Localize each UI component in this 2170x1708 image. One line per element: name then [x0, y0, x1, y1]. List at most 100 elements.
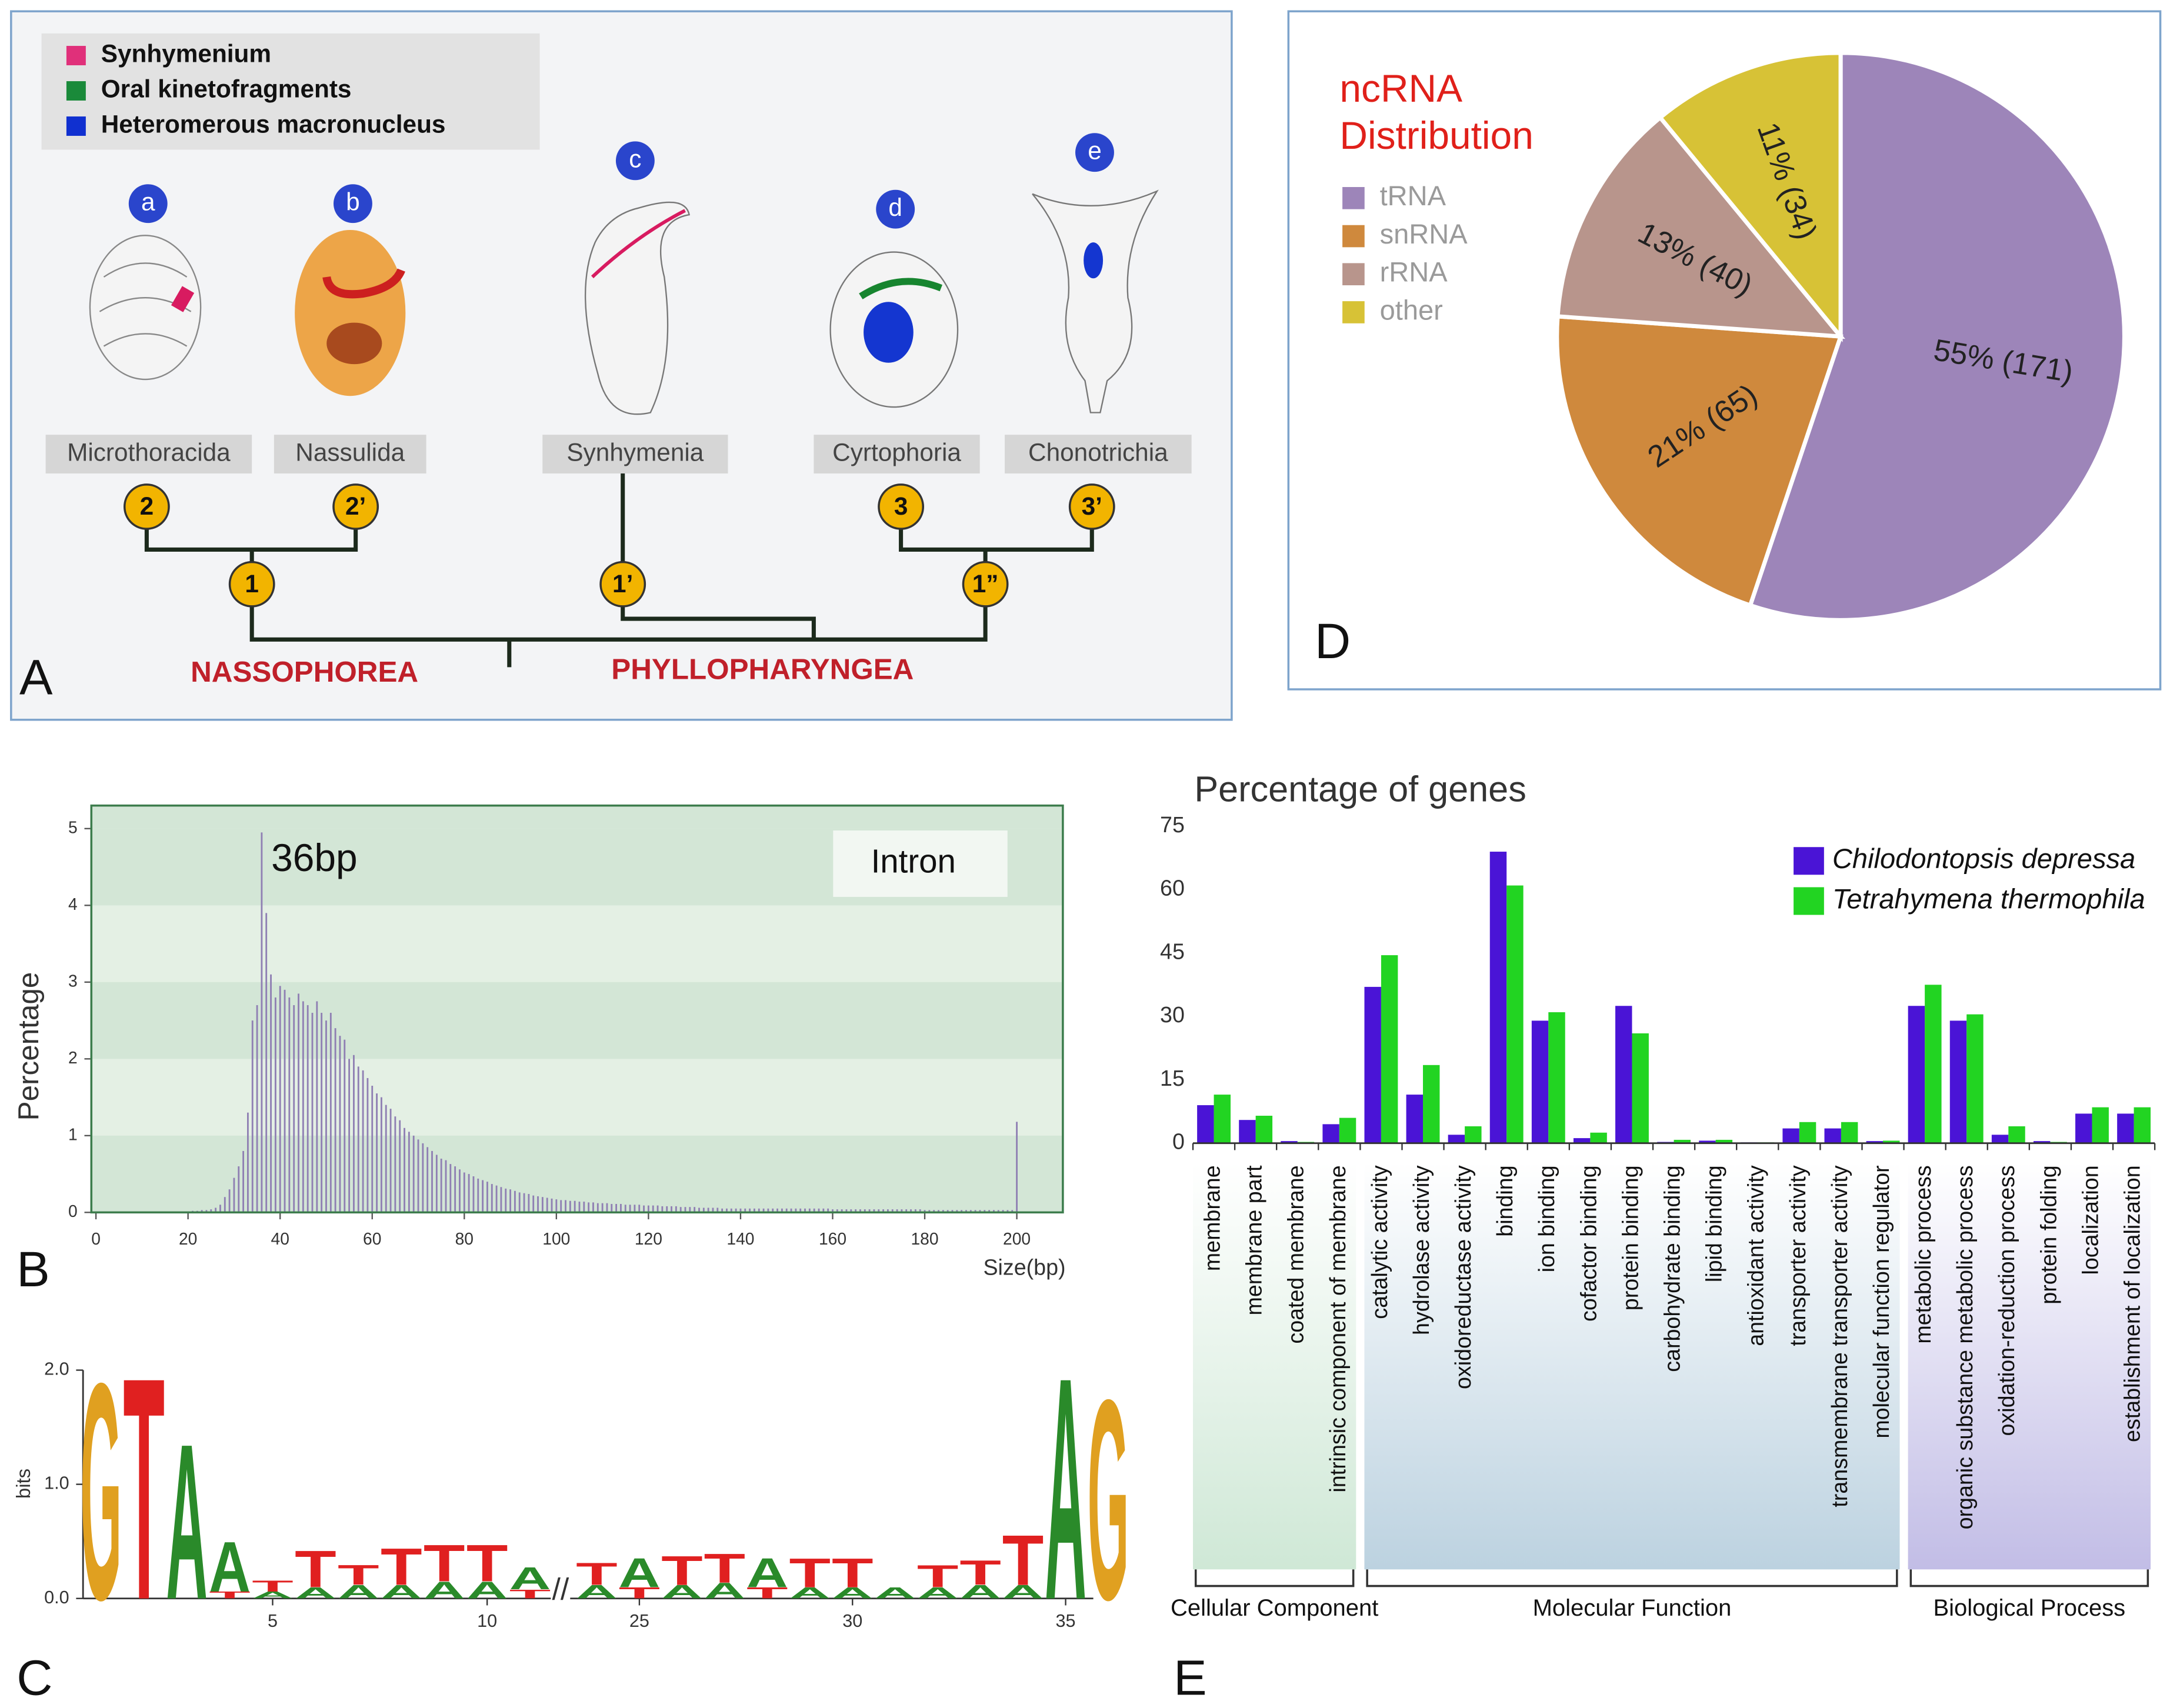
y-axis-label: Percentage — [12, 972, 45, 1121]
bar — [841, 1209, 843, 1213]
bar — [353, 1055, 355, 1213]
bar — [482, 1180, 484, 1213]
y-tick-label: 30 — [1160, 1002, 1185, 1027]
bar — [749, 1208, 751, 1213]
bar — [298, 993, 299, 1213]
logo-letter: T — [381, 1537, 422, 1596]
logo-letter: T — [424, 1534, 465, 1593]
pie-slice — [1747, 51, 2126, 622]
bar — [813, 1208, 815, 1213]
bar — [679, 1207, 682, 1213]
bar — [1339, 1117, 1356, 1143]
bar — [1908, 1006, 1925, 1143]
taxon-name: Microthoracida — [67, 438, 231, 466]
bar — [459, 1169, 461, 1213]
bar — [891, 1209, 894, 1213]
legend-swatch — [66, 46, 86, 65]
node-label: 2’ — [345, 492, 366, 520]
logo-letter: T — [576, 1556, 618, 1592]
logo-letter: A — [166, 1397, 208, 1646]
legend-label: rRNA — [1380, 256, 1448, 288]
bar — [643, 1205, 645, 1213]
legend-label: other — [1380, 294, 1443, 325]
bar — [376, 1093, 378, 1213]
taxon-name: Synhymenia — [566, 438, 704, 466]
logo-letter: A — [832, 1584, 874, 1602]
x-tick-label: metabolic process — [1911, 1165, 1935, 1343]
logo-letter: T — [619, 1584, 662, 1602]
bar — [215, 1207, 217, 1213]
bar — [1699, 1140, 1716, 1143]
x-tick-label: 25 — [629, 1611, 649, 1631]
bar — [864, 1209, 866, 1213]
bar — [901, 1209, 903, 1213]
x-tick-label: catalytic activity — [1367, 1165, 1392, 1319]
bar — [306, 1005, 309, 1213]
taxon-name: Chonotrichia — [1028, 438, 1168, 466]
bar — [758, 1208, 760, 1213]
bar — [938, 1210, 939, 1213]
bar — [1782, 1128, 1799, 1143]
bar — [1531, 1020, 1549, 1143]
class-label: PHYLLOPHARYNGEA — [611, 653, 914, 685]
x-tick-label: 140 — [726, 1229, 754, 1248]
logo-letter: G — [1088, 1340, 1129, 1659]
bar — [606, 1203, 608, 1213]
group-bg — [1364, 1162, 1900, 1570]
taxon-badge — [1075, 133, 1114, 172]
bar — [1674, 1139, 1691, 1143]
bar — [2008, 1126, 2025, 1143]
bar — [790, 1208, 792, 1213]
bar — [440, 1158, 442, 1213]
bar — [634, 1205, 636, 1213]
bar — [1006, 1210, 1009, 1213]
bar — [694, 1207, 696, 1213]
group-label: Molecular Function — [1533, 1595, 1732, 1621]
bar — [767, 1208, 769, 1213]
bar — [1381, 955, 1398, 1143]
x-tick-label: molecular function regulator — [1869, 1165, 1894, 1438]
logo-letter: A — [1002, 1582, 1044, 1603]
bar — [702, 1207, 705, 1213]
bar — [656, 1205, 659, 1213]
bar — [565, 1200, 566, 1213]
node-label: 1’ — [612, 570, 633, 598]
x-tick-label: 30 — [842, 1611, 862, 1631]
logo-letter: A — [381, 1582, 422, 1603]
tree-node — [332, 483, 379, 530]
bar — [808, 1208, 811, 1213]
legend-swatch — [66, 116, 86, 136]
group-bg — [1908, 1162, 2151, 1570]
x-tick-label: carbohydrate binding — [1660, 1165, 1685, 1372]
logo-letter: G — [80, 1319, 122, 1664]
legend-swatch — [1342, 187, 1365, 209]
bar — [1489, 852, 1507, 1143]
bar — [836, 1209, 838, 1213]
tree-node — [123, 483, 170, 530]
tree-node — [1068, 483, 1115, 530]
logo-letter: T — [1002, 1520, 1044, 1600]
logo-letter: A — [295, 1584, 336, 1602]
bar — [371, 1086, 374, 1213]
bar — [716, 1207, 719, 1213]
bar — [279, 986, 281, 1213]
bar — [818, 1208, 820, 1213]
logo-letter: A — [619, 1550, 661, 1596]
group-bg — [1193, 1162, 1356, 1570]
bar — [242, 1150, 244, 1213]
x-tick-label: coated membrane — [1284, 1165, 1308, 1343]
x-tick-label: membrane — [1199, 1165, 1224, 1271]
bar — [270, 974, 272, 1213]
logo-letter: A — [209, 1527, 251, 1607]
legend-swatch — [1342, 263, 1365, 286]
bar — [620, 1203, 622, 1213]
tree-node — [878, 483, 925, 530]
bar — [532, 1195, 535, 1213]
bar — [205, 1210, 208, 1213]
bar — [311, 1013, 314, 1213]
bar — [417, 1139, 419, 1213]
x-tick-label: organic substance metabolic process — [1952, 1165, 1977, 1529]
logo-letter: T — [746, 1584, 789, 1602]
x-tick-label: 180 — [911, 1229, 938, 1248]
